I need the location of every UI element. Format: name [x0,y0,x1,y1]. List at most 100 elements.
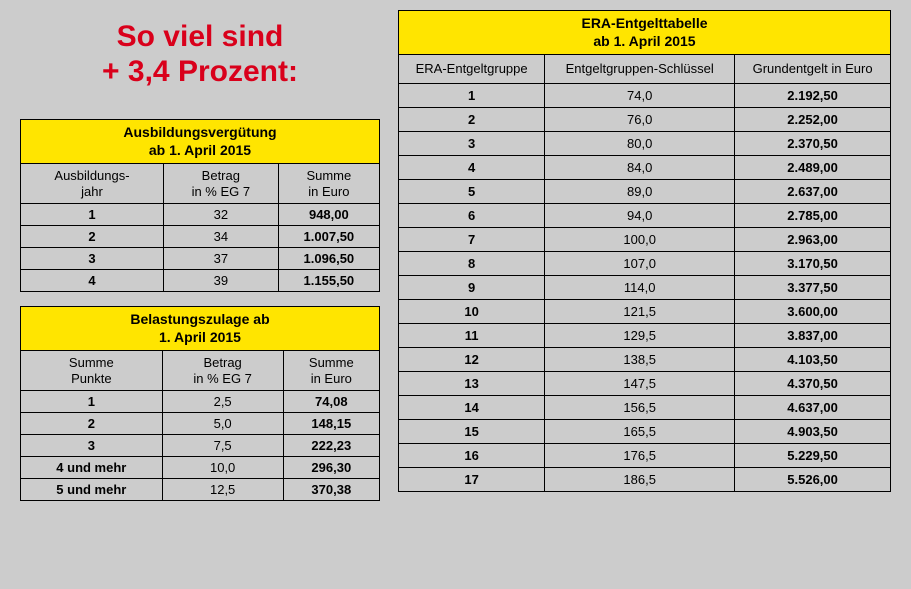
page: So viel sind + 3,4 Prozent: Ausbildungsv… [0,0,911,589]
table-row: 4391.155,50 [21,270,380,292]
cell-value: 5.229,50 [735,443,891,467]
cell-mid: 37 [163,248,278,270]
table-era: ERA-Entgelttabelle ab 1. April 2015 ERA-… [398,10,891,492]
cell-value: 4.370,50 [735,371,891,395]
cell-value: 1.096,50 [278,248,379,270]
title-line2: 1. April 2015 [159,329,241,345]
title-line1: ERA-Entgelttabelle [581,15,707,31]
col-header: Summe in Euro [283,351,379,391]
cell-mid: 129,5 [545,323,735,347]
col-header: Summe in Euro [278,164,379,204]
headline-line1: So viel sind [117,20,284,53]
table-belastung-header-row: Summe Punkte Betrag in % EG 7 Summe in E… [21,351,380,391]
table-row: 25,0148,15 [21,413,380,435]
cell-key: 15 [399,419,545,443]
table-row: 37,5222,23 [21,435,380,457]
cell-key: 4 [399,155,545,179]
table-belastung-body: 12,574,0825,0148,1537,5222,234 und mehr1… [21,391,380,501]
cell-key: 13 [399,371,545,395]
cell-key: 11 [399,323,545,347]
cell-mid: 32 [163,204,278,226]
title-line1: Ausbildungsvergütung [123,124,276,140]
cell-key: 12 [399,347,545,371]
cell-key: 6 [399,203,545,227]
headline-line2: + 3,4 Prozent: [102,55,298,88]
cell-mid: 12,5 [162,479,283,501]
cell-value: 222,23 [283,435,379,457]
table-row: 14156,54.637,00 [399,395,891,419]
cell-mid: 147,5 [545,371,735,395]
cell-value: 2.192,50 [735,83,891,107]
cell-mid: 165,5 [545,419,735,443]
cell-key: 4 [21,270,164,292]
cell-value: 4.103,50 [735,347,891,371]
table-row: 5 und mehr12,5370,38 [21,479,380,501]
col-header: ERA-Entgeltgruppe [399,55,545,84]
cell-mid: 80,0 [545,131,735,155]
table-row: 7100,02.963,00 [399,227,891,251]
cell-key: 3 [399,131,545,155]
table-era-title: ERA-Entgelttabelle ab 1. April 2015 [399,11,891,55]
cell-mid: 186,5 [545,467,735,491]
cell-mid: 39 [163,270,278,292]
table-row: 16176,55.229,50 [399,443,891,467]
table-row: 132948,00 [21,204,380,226]
cell-value: 74,08 [283,391,379,413]
table-belastung: Belastungszulage ab 1. April 2015 Summe … [20,306,380,501]
cell-mid: 114,0 [545,275,735,299]
cell-mid: 107,0 [545,251,735,275]
table-row: 174,02.192,50 [399,83,891,107]
cell-key: 2 [21,413,163,435]
right-column: ERA-Entgelttabelle ab 1. April 2015 ERA-… [398,10,891,579]
cell-key: 7 [399,227,545,251]
title-line2: ab 1. April 2015 [593,33,695,49]
cell-key: 14 [399,395,545,419]
cell-value: 3.600,00 [735,299,891,323]
table-ausbildung-header-row: Ausbildungs- jahr Betrag in % EG 7 Summe… [21,164,380,204]
cell-mid: 5,0 [162,413,283,435]
cell-key: 16 [399,443,545,467]
table-row: 2341.007,50 [21,226,380,248]
cell-value: 3.837,00 [735,323,891,347]
table-row: 10121,53.600,00 [399,299,891,323]
cell-value: 2.252,00 [735,107,891,131]
cell-value: 2.785,00 [735,203,891,227]
cell-mid: 100,0 [545,227,735,251]
table-ausbildung: Ausbildungsvergütung ab 1. April 2015 Au… [20,119,380,292]
col-header: Betrag in % EG 7 [163,164,278,204]
cell-key: 5 und mehr [21,479,163,501]
cell-mid: 176,5 [545,443,735,467]
cell-value: 2.637,00 [735,179,891,203]
col-header: Betrag in % EG 7 [162,351,283,391]
cell-value: 2.370,50 [735,131,891,155]
table-ausbildung-title: Ausbildungsvergütung ab 1. April 2015 [21,120,380,164]
cell-value: 2.489,00 [735,155,891,179]
cell-mid: 2,5 [162,391,283,413]
col-header: Grundentgelt in Euro [735,55,891,84]
title-line1: Belastungszulage ab [130,311,269,327]
cell-key: 2 [399,107,545,131]
cell-value: 2.963,00 [735,227,891,251]
table-row: 276,02.252,00 [399,107,891,131]
cell-value: 148,15 [283,413,379,435]
cell-mid: 34 [163,226,278,248]
cell-mid: 84,0 [545,155,735,179]
cell-mid: 94,0 [545,203,735,227]
table-row: 17186,55.526,00 [399,467,891,491]
cell-key: 1 [21,391,163,413]
cell-value: 1.007,50 [278,226,379,248]
cell-key: 1 [21,204,164,226]
cell-mid: 7,5 [162,435,283,457]
cell-value: 370,38 [283,479,379,501]
headline: So viel sind + 3,4 Prozent: [20,20,380,89]
cell-mid: 74,0 [545,83,735,107]
cell-key: 4 und mehr [21,457,163,479]
cell-key: 1 [399,83,545,107]
left-column: So viel sind + 3,4 Prozent: Ausbildungsv… [20,10,380,579]
cell-key: 3 [21,248,164,270]
table-row: 9114,03.377,50 [399,275,891,299]
table-row: 380,02.370,50 [399,131,891,155]
table-belastung-title: Belastungszulage ab 1. April 2015 [21,307,380,351]
table-row: 12,574,08 [21,391,380,413]
table-era-header-row: ERA-Entgeltgruppe Entgeltgruppen-Schlüss… [399,55,891,84]
